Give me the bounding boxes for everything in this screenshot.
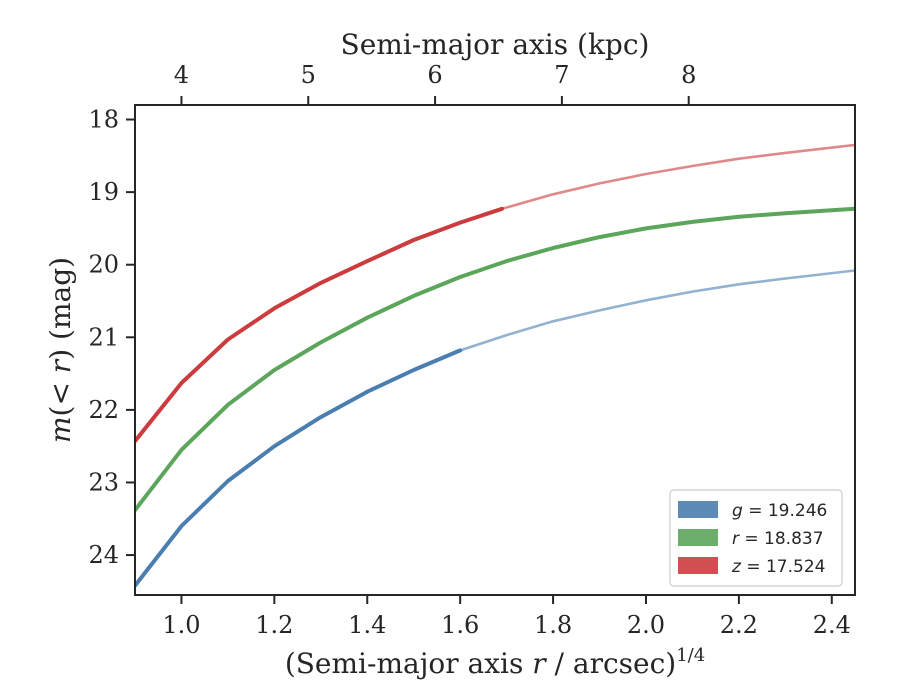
x-top-tick-label: 4 bbox=[174, 61, 189, 89]
legend-label-g: g = 19.246 bbox=[732, 501, 827, 521]
y-tick-label: 18 bbox=[88, 106, 119, 134]
top-axis-title: Semi-major axis (kpc) bbox=[341, 28, 650, 61]
series-layer bbox=[135, 143, 855, 588]
x-bottom-tick-label: 1.8 bbox=[534, 611, 572, 639]
x-top-tick-label: 5 bbox=[301, 61, 316, 89]
legend-swatch-z bbox=[678, 557, 718, 574]
y-tick-label: 20 bbox=[88, 251, 119, 279]
y-tick-label: 22 bbox=[88, 396, 119, 424]
x-top-tick-label: 7 bbox=[554, 61, 569, 89]
series-r-line bbox=[135, 206, 855, 513]
x-bottom-tick-label: 1.6 bbox=[441, 611, 479, 639]
x-bottom-tick-label: 1.2 bbox=[255, 611, 293, 639]
x-bottom-tick-label: 1.4 bbox=[348, 611, 386, 639]
series-g-line bbox=[135, 348, 463, 588]
x-top-tick-label: 6 bbox=[427, 61, 442, 89]
y-tick-label: 19 bbox=[88, 178, 119, 206]
y-tick-label: 23 bbox=[88, 468, 119, 496]
plot-area-frame bbox=[134, 104, 856, 596]
legend: g = 19.246 r = 18.837 z = 17.524 bbox=[669, 489, 843, 587]
bottom-axis-title: (Semi-major axis r / arcsec)1/4 bbox=[285, 645, 705, 680]
y-axis-title: m(< r) (mag) bbox=[44, 257, 77, 443]
legend-label-z: z = 17.524 bbox=[731, 557, 825, 577]
x-bottom-tick-label: 2.2 bbox=[720, 611, 758, 639]
series-z-extrapolated-line bbox=[500, 143, 855, 211]
x-bottom-tick-label: 2.0 bbox=[627, 611, 665, 639]
ticks-layer: 1.0 1.2 1.4 1.6 1.8 2.0 2.2 2.4 4 5 6 7 8 18 19 20 21 22 2… bbox=[88, 61, 850, 639]
series-g-extrapolated-line bbox=[458, 269, 855, 352]
x-top-tick-label: 8 bbox=[681, 61, 696, 89]
legend-swatch-g bbox=[678, 501, 718, 518]
y-tick-label: 21 bbox=[88, 323, 119, 351]
x-bottom-tick-label: 1.0 bbox=[162, 611, 200, 639]
legend-label-r: r = 18.837 bbox=[732, 529, 824, 549]
legend-swatch-r bbox=[678, 529, 718, 546]
x-bottom-tick-label: 2.4 bbox=[813, 611, 851, 639]
y-tick-label: 24 bbox=[88, 541, 119, 569]
series-z-line bbox=[135, 206, 504, 444]
